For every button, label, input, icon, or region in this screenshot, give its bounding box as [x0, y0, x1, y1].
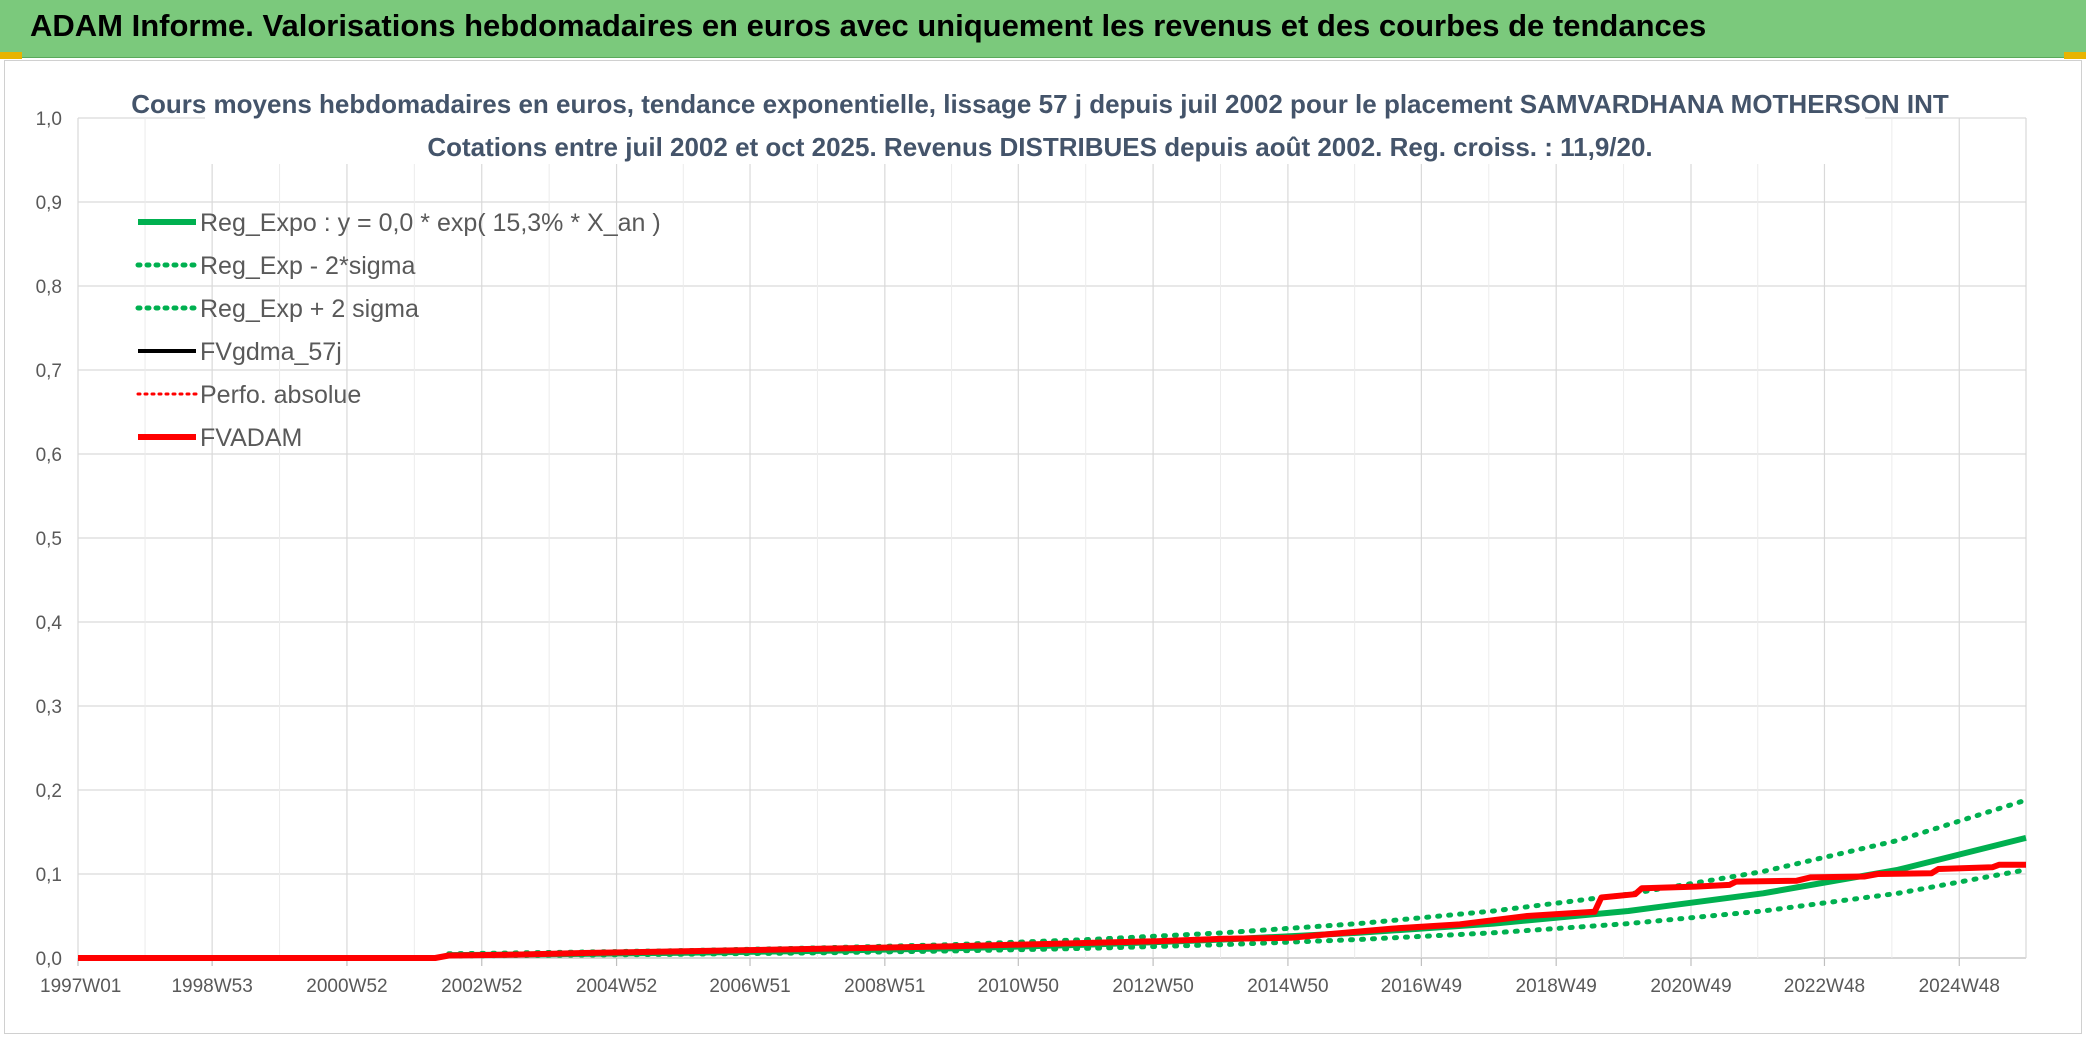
legend-label-reg-expo: Reg_Expo : y = 0,0 * exp( 15,3% * X_an )	[200, 209, 661, 237]
y-tick-label: 1,0	[36, 109, 62, 130]
y-tick-label: 0,9	[36, 193, 62, 214]
legend-label-fvgdma: FVgdma_57j	[200, 338, 342, 366]
x-tick-label: 2004W52	[576, 976, 657, 997]
y-tick-label: 0,1	[36, 865, 62, 886]
legend-label-reg-exp-plus: Reg_Exp + 2 sigma	[200, 295, 419, 323]
y-tick-label: 0,6	[36, 445, 62, 466]
x-axis: 1997W01 1998W53 2000W52 2002W52 2004W52 2006W…	[40, 958, 2000, 997]
x-tick-label: 2002W52	[441, 976, 522, 997]
chart-title-line1: Cours moyens hebdomadaires en euros, ten…	[131, 89, 1949, 119]
y-tick-label: 0,3	[36, 697, 62, 718]
y-tick-label: 0,0	[36, 949, 62, 970]
x-tick-label: 2006W51	[709, 976, 790, 997]
y-tick-label: 0,5	[36, 529, 62, 550]
x-tick-label: 2010W50	[978, 976, 1059, 997]
x-tick-label: 2014W50	[1247, 976, 1328, 997]
grid	[77, 117, 2027, 959]
x-tick-label: 2020W49	[1650, 976, 1731, 997]
legend-item-reg-exp-plus: Reg_Exp + 2 sigma	[135, 295, 419, 323]
legend-item-reg-exp-minus: Reg_Exp - 2*sigma	[135, 252, 415, 280]
title-backdrop	[205, 82, 1865, 164]
corner-accent-right	[2064, 52, 2086, 59]
legend-item-perfo: Perfo. absolue	[136, 381, 361, 409]
legend-item-reg-expo: Reg_Expo : y = 0,0 * exp( 15,3% * X_an )	[138, 209, 661, 237]
legend-label-fvadam: FVADAM	[200, 424, 302, 452]
series-line-2	[446, 797, 2029, 957]
legend-item-fvadam: FVADAM	[138, 424, 302, 452]
x-tick-label: 2008W51	[844, 976, 925, 997]
y-tick-label: 0,7	[36, 361, 62, 382]
y-tick-label: 0,4	[36, 613, 63, 634]
chart-frame	[4, 60, 2082, 1034]
y-tick-label: 0,8	[36, 277, 62, 298]
page-title: ADAM Informe. Valorisations hebdomadaire…	[30, 8, 1707, 43]
x-tick-label: 2000W52	[306, 976, 387, 997]
x-tick-label: 1997W01	[40, 976, 121, 997]
legend: Reg_Expo : y = 0,0 * exp( 15,3% * X_an )…	[135, 209, 661, 452]
corner-accent-left	[0, 52, 22, 59]
x-tick-label: 1998W53	[171, 976, 252, 997]
x-tick-label: 2018W49	[1516, 976, 1597, 997]
series-line-5	[78, 861, 2026, 961]
chart-title-line2: Cotations entre juil 2002 et oct 2025. R…	[427, 132, 1652, 162]
x-tick-label: 2022W48	[1784, 976, 1865, 997]
x-tick-label: 2024W48	[1919, 976, 2000, 997]
y-tick-label: 0,2	[36, 781, 62, 802]
x-tick-label: 2012W50	[1112, 976, 1193, 997]
legend-item-fvgdma: FVgdma_57j	[138, 338, 342, 366]
header-banner: ADAM Informe. Valorisations hebdomadaire…	[0, 0, 2086, 58]
x-tick-label: 2016W49	[1381, 976, 1462, 997]
y-axis: 0,0 0,1 0,2 0,3 0,4 0,5 0,6 0,7 0,8 0,9 1,0	[36, 109, 63, 970]
legend-label-perfo: Perfo. absolue	[200, 381, 361, 409]
legend-label-reg-exp-minus: Reg_Exp - 2*sigma	[200, 252, 415, 280]
series-group	[78, 797, 2029, 961]
